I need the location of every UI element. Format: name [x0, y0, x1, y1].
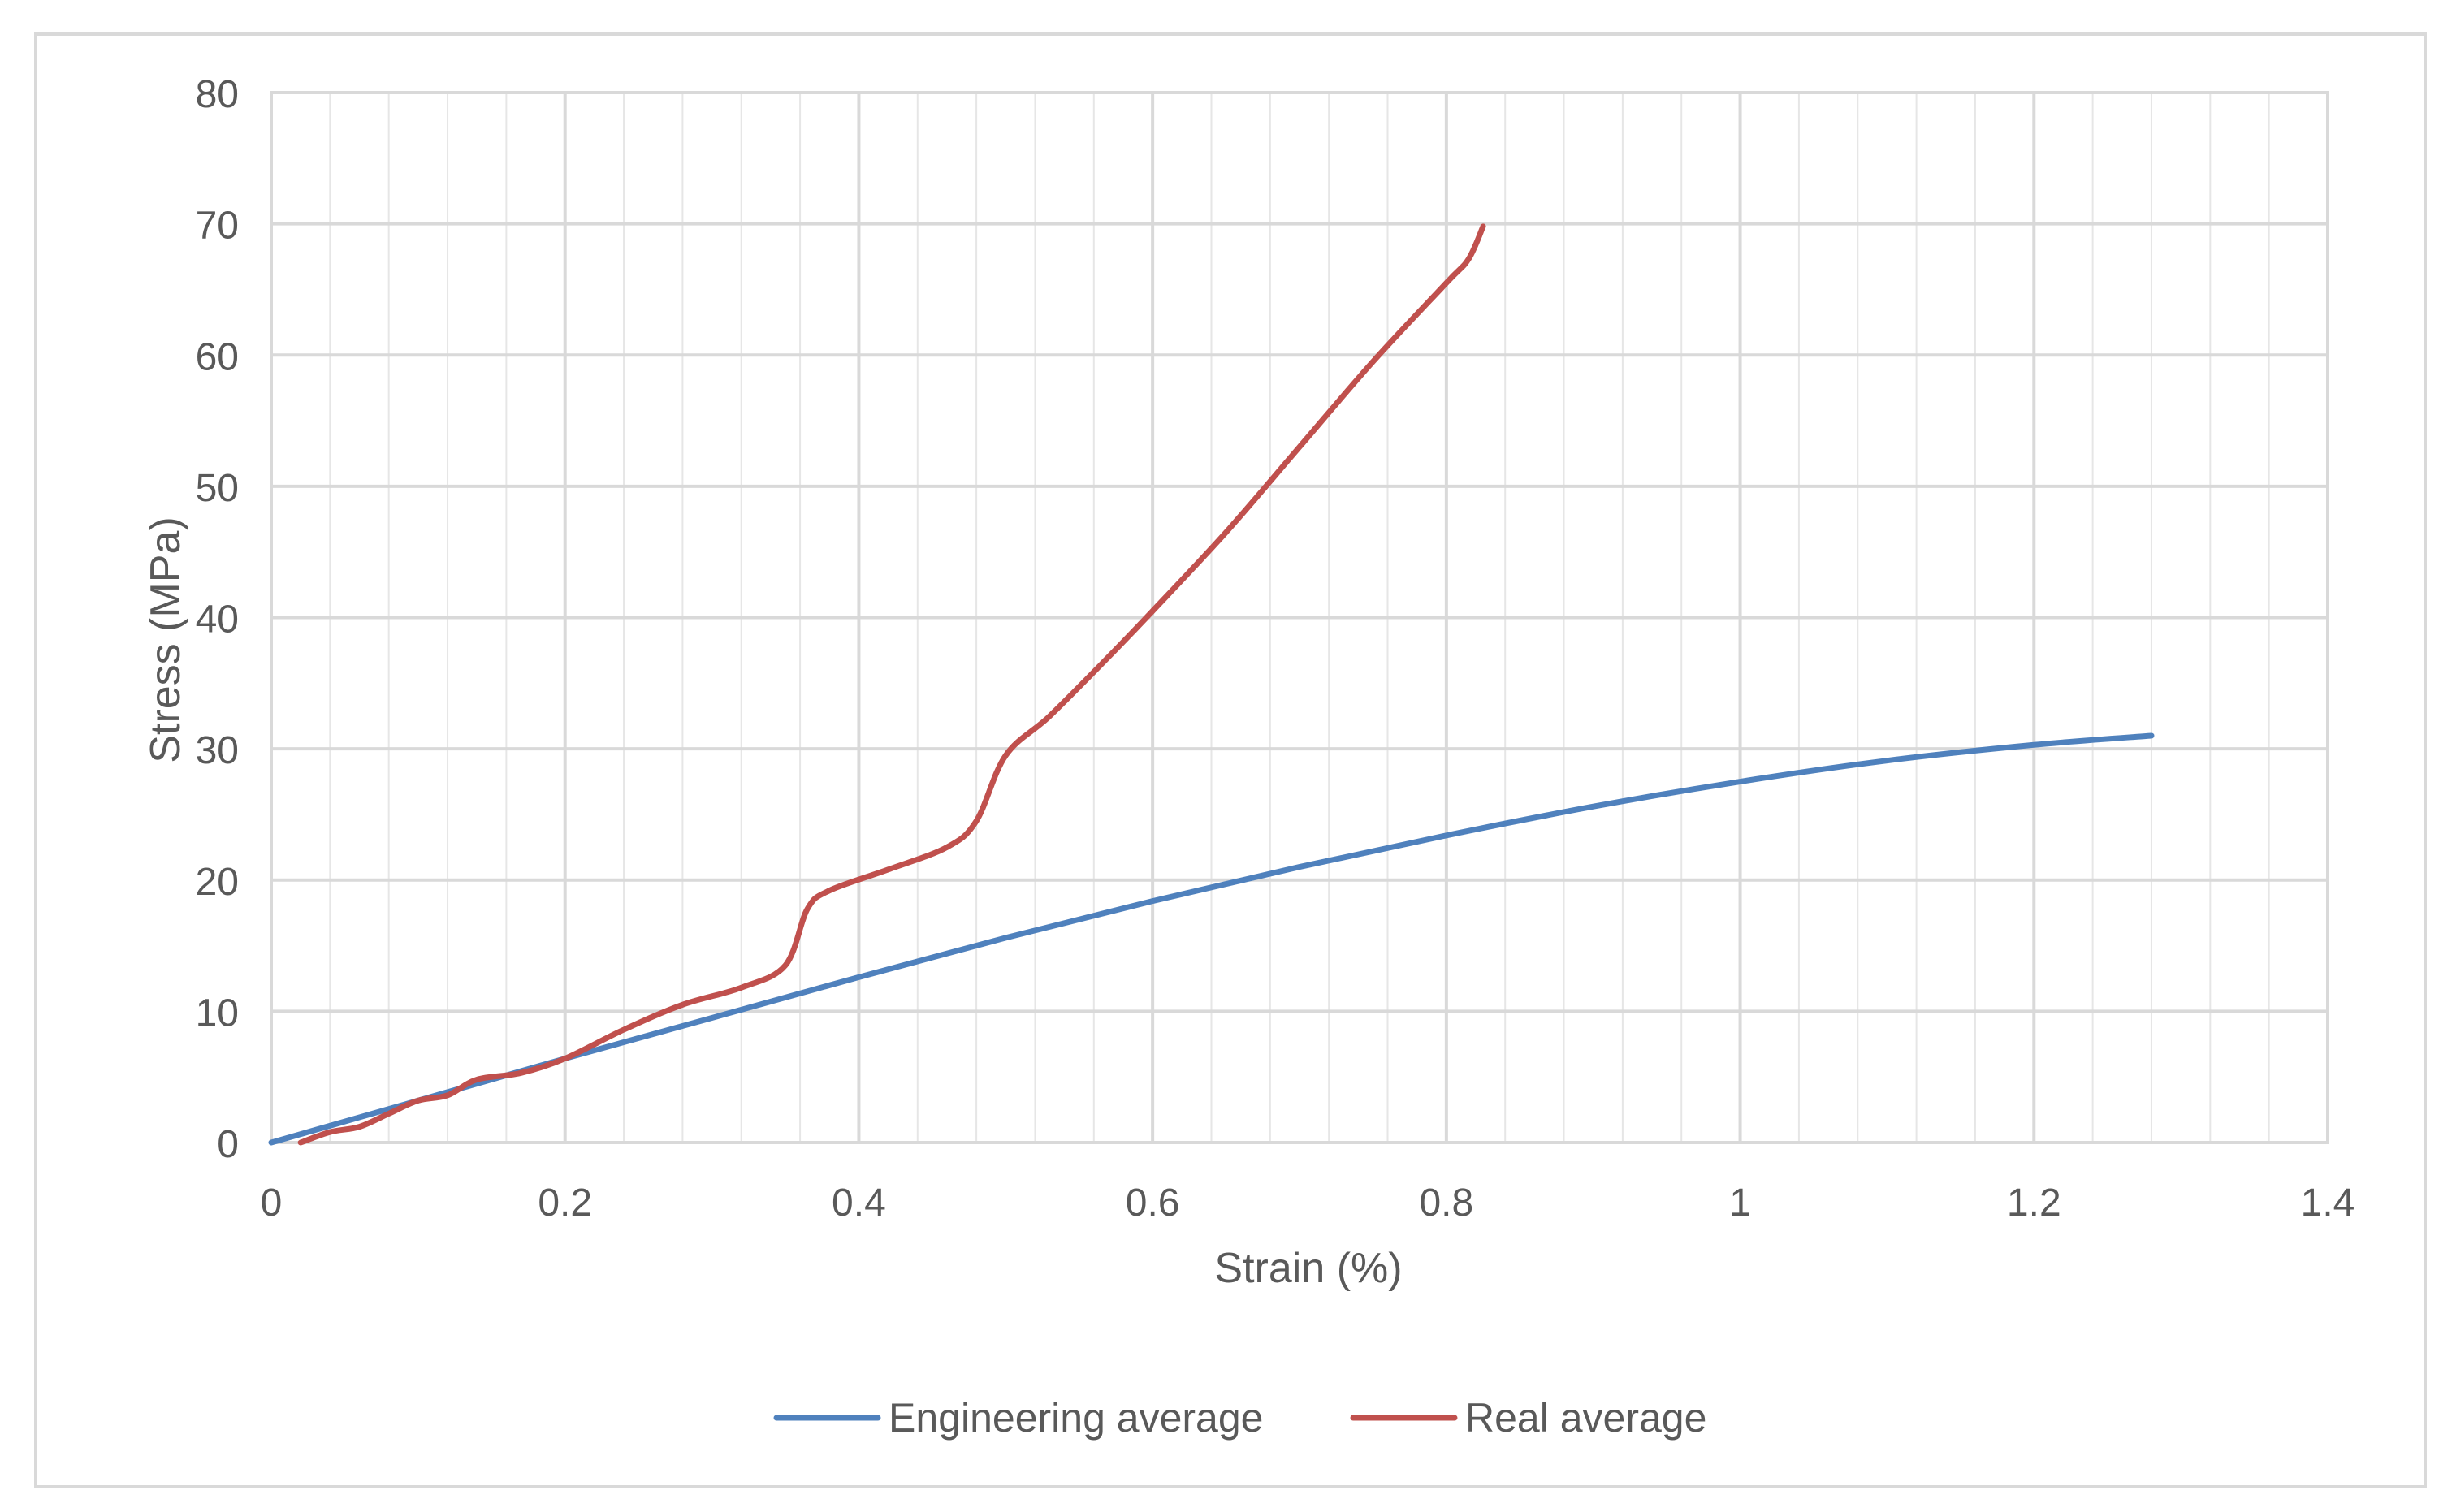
plot-area-rect — [270, 91, 2329, 1144]
x-axis-label: Strain (%) — [1214, 1245, 1402, 1292]
x-tick-label: 1.2 — [2007, 1182, 2061, 1225]
x-tick-label: 0.8 — [1419, 1182, 1473, 1225]
major-gridlines — [270, 91, 2329, 1144]
x-tick-label: 1.4 — [2301, 1182, 2355, 1225]
y-tick-label: 50 — [196, 467, 239, 510]
y-axis-tick-labels: 0 10 20 30 40 50 60 70 80 — [196, 73, 239, 1166]
stress-strain-chart: 0 10 20 30 40 50 60 70 80 0 0.2 0.4 0.6 0.8 1 1.2 1.4 S… — [142, 73, 2355, 1441]
y-axis-label: Stress (MPa) — [142, 516, 189, 762]
y-tick-label: 60 — [196, 335, 239, 378]
y-tick-label: 30 — [196, 729, 239, 772]
x-axis-tick-labels: 0 0.2 0.4 0.6 0.8 1 1.2 1.4 — [261, 1182, 2355, 1225]
plot-area-border — [270, 91, 2329, 1144]
x-tick-label: 0.4 — [832, 1182, 886, 1225]
series-line-real-average — [297, 223, 1486, 1146]
y-tick-label: 20 — [196, 861, 239, 904]
series-lines — [268, 223, 2155, 1146]
legend: Engineering average Real average — [773, 1395, 1706, 1441]
y-tick-label: 40 — [196, 598, 239, 642]
y-tick-label: 10 — [196, 991, 239, 1035]
x-tick-label: 0 — [261, 1182, 283, 1225]
legend-label-engineering-average: Engineering average — [889, 1395, 1263, 1441]
y-tick-label: 0 — [217, 1123, 239, 1166]
x-tick-label: 0.2 — [538, 1182, 592, 1225]
y-tick-label: 80 — [196, 73, 239, 116]
legend-label-real-average: Real average — [1465, 1395, 1706, 1441]
y-tick-label: 70 — [196, 205, 239, 248]
x-tick-label: 0.6 — [1126, 1182, 1180, 1225]
x-tick-label: 1 — [1729, 1182, 1751, 1225]
chart-frame: 0 10 20 30 40 50 60 70 80 0 0.2 0.4 0.6 0.8 1 1.2 1.4 S… — [34, 32, 2427, 1488]
